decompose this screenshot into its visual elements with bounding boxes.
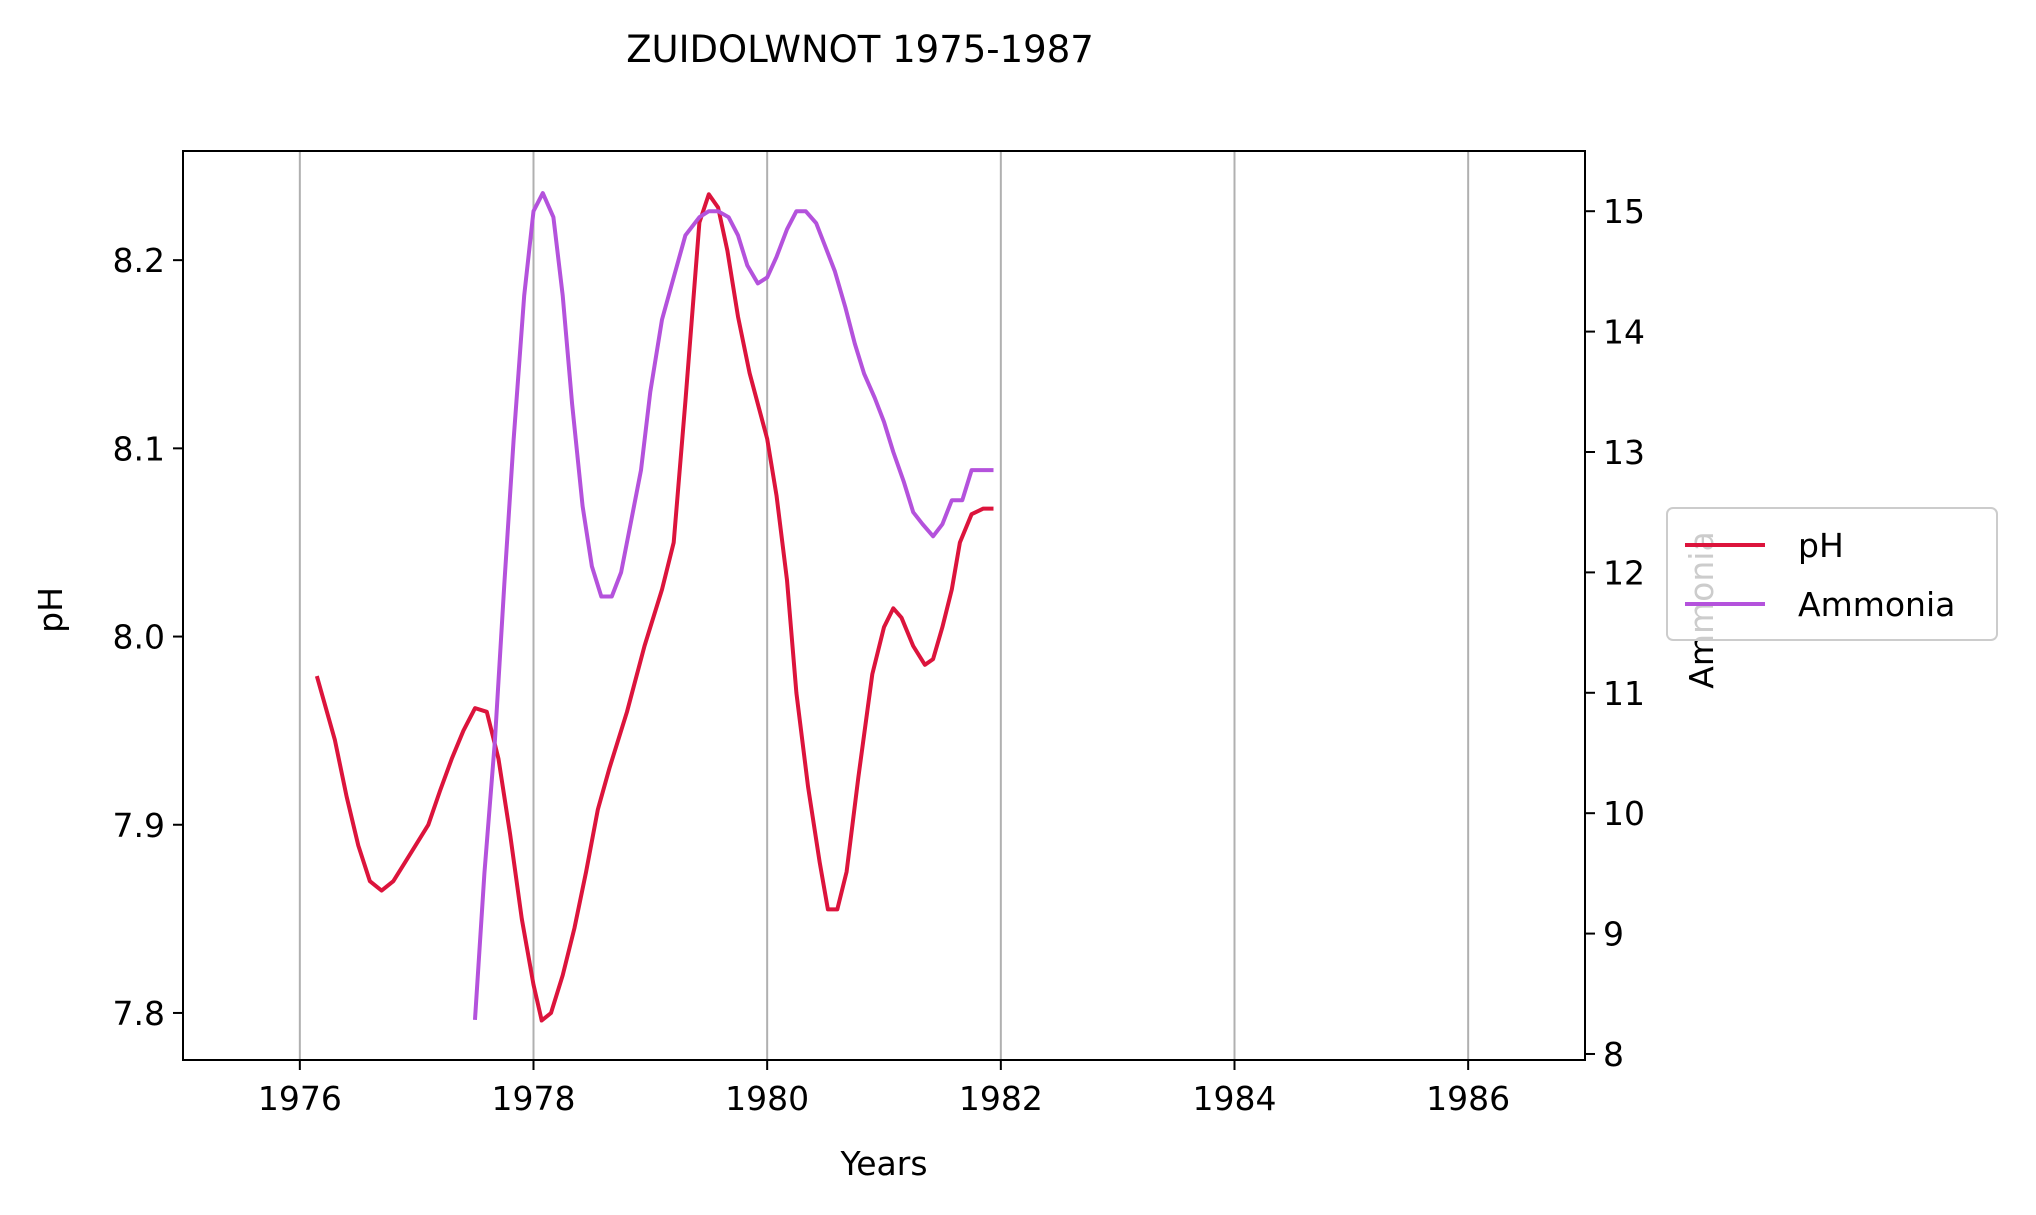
x-tick-label: 1982	[959, 1079, 1043, 1118]
series-layer	[314, 191, 994, 1023]
chart-title: ZUIDOLWNOT 1975-1987	[626, 28, 1094, 71]
y-axis-title: pH	[31, 587, 70, 633]
legend: pH Ammonia	[1666, 507, 1998, 641]
series-line-ammonia	[472, 191, 994, 1021]
grid	[298, 151, 1470, 1060]
legend-box	[1666, 507, 1998, 641]
legend-label-ammonia: Ammonia	[1798, 585, 1955, 624]
plot-frame	[182, 150, 1586, 1061]
y-tick-label: 7.9	[113, 806, 165, 845]
y2-tick-label: 10	[1603, 794, 1645, 833]
y-tick-label: 8.0	[113, 618, 165, 657]
x-tick-label: 1978	[492, 1079, 576, 1118]
x-tick-label: 1984	[1193, 1079, 1277, 1118]
y2-tick-label: 9	[1603, 915, 1624, 954]
x-tick-label: 1986	[1426, 1079, 1510, 1118]
y-tick-label: 8.2	[113, 241, 165, 280]
x-tick-label: 1980	[725, 1079, 809, 1118]
axes: 1976 1978 1980 1982 1984 1986 7.8 7.9 8.0 8.1 8.2 8…	[113, 192, 1645, 1118]
x-axis-title: Years	[839, 1144, 927, 1183]
series-line-ph	[314, 192, 994, 1023]
y2-tick-label: 13	[1603, 433, 1645, 472]
y2-tick-label: 8	[1603, 1035, 1624, 1074]
y-tick-label: 7.8	[113, 994, 165, 1033]
y2-tick-label: 14	[1603, 313, 1645, 352]
y2-tick-label: 12	[1603, 553, 1645, 592]
y2-tick-label: 15	[1603, 192, 1645, 231]
legend-label-ph: pH	[1798, 526, 1844, 565]
x-tick-label: 1976	[258, 1079, 342, 1118]
y2-tick-label: 11	[1603, 674, 1645, 713]
y-tick-label: 8.1	[113, 429, 165, 468]
